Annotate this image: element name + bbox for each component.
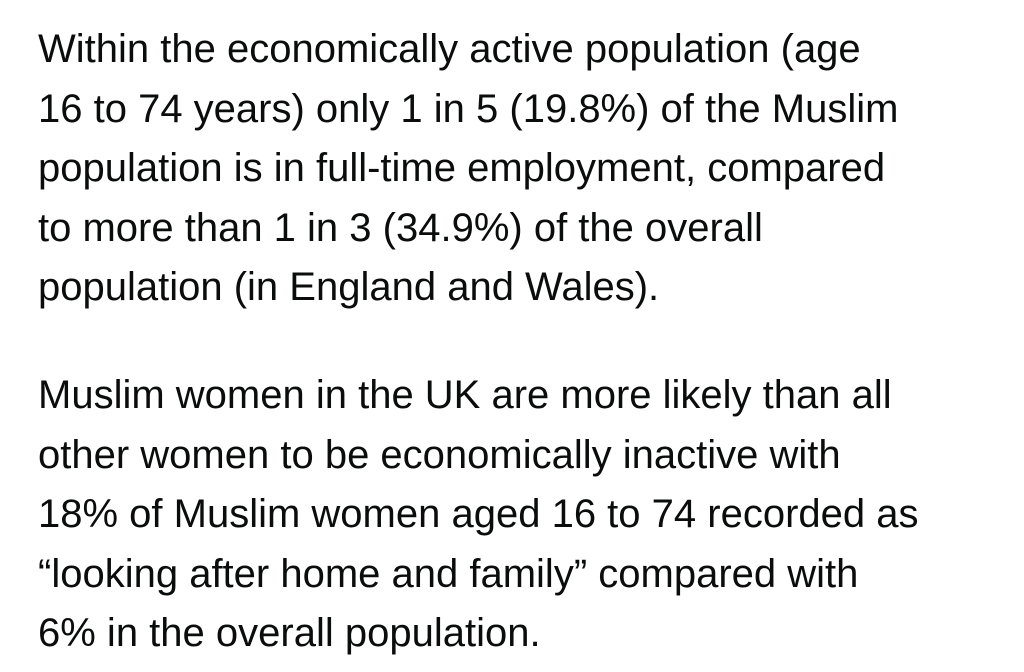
text-line: other women to be economically inactive … [38, 432, 841, 477]
text-line: “looking after home and family” compared… [38, 551, 859, 596]
text-line: 6% in the overall population. [38, 611, 541, 656]
paragraph: Within the economically active populatio… [38, 20, 898, 318]
text-line: Muslim women in the UK are more likely t… [38, 373, 892, 417]
text-line: to more than 1 in 3 (34.9%) of the overa… [38, 205, 763, 250]
text-line: population is in full-time employment, c… [38, 146, 886, 191]
text-line: 16 to 74 years) only 1 in 5 (19.8%) of t… [38, 86, 899, 131]
paragraph: Muslim women in the UK are more likely t… [38, 366, 919, 664]
text-line: population (in England and Wales). [38, 265, 660, 310]
text-line: Within the economically active populatio… [38, 27, 861, 71]
text-line: 18% of Muslim women aged 16 to 74 record… [38, 492, 919, 537]
